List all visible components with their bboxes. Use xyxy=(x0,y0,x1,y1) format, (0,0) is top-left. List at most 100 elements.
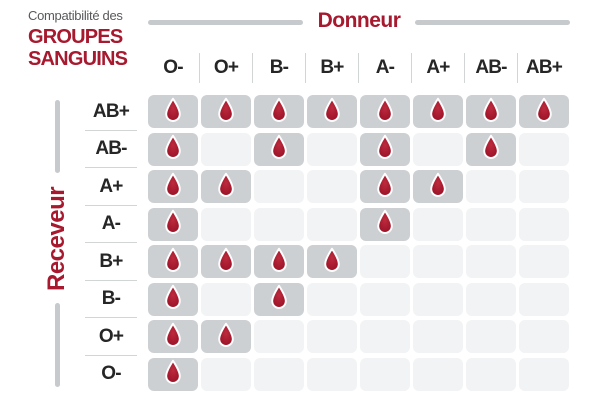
blood-drop-icon xyxy=(536,97,552,122)
cell-ab-pos-b-pos xyxy=(307,95,357,128)
cell-ab-pos-ab-neg xyxy=(466,95,516,128)
row-label-b-neg: B- xyxy=(85,283,137,319)
cell-b-neg-b-pos xyxy=(307,282,357,316)
blood-drop-icon xyxy=(271,97,287,122)
blood-drop-icon xyxy=(377,209,393,234)
cell-a-neg-a-pos xyxy=(413,207,463,241)
cell-b-neg-a-pos xyxy=(413,282,463,316)
title-line-groupes: GROUPES xyxy=(28,26,123,48)
cell-a-neg-o-pos xyxy=(201,207,251,241)
cell-b-pos-b-pos xyxy=(307,245,357,278)
cell-o-pos-ab-pos xyxy=(519,320,569,353)
blood-drop-icon xyxy=(430,172,446,197)
blood-drop-icon xyxy=(483,134,499,159)
blood-drop-icon xyxy=(324,97,340,122)
cell-o-neg-ab-neg xyxy=(466,357,516,391)
column-header-a-pos: A+ xyxy=(410,50,463,86)
cell-a-pos-b-pos xyxy=(307,170,357,203)
cell-a-neg-b-neg xyxy=(254,207,304,241)
cell-ab-neg-o-pos xyxy=(201,132,251,166)
blood-drop-icon xyxy=(377,172,393,197)
cell-ab-pos-b-neg xyxy=(254,95,304,128)
row-label-ab-neg: AB- xyxy=(85,133,137,169)
cell-b-neg-o-neg xyxy=(148,282,198,316)
cell-a-pos-b-neg xyxy=(254,170,304,203)
cell-o-neg-o-neg xyxy=(148,357,198,391)
cell-o-neg-a-pos xyxy=(413,357,463,391)
column-header-b-pos: B+ xyxy=(304,50,357,86)
cell-a-pos-a-pos xyxy=(413,170,463,203)
receiver-axis-label: Receveur xyxy=(43,186,70,292)
blood-drop-icon xyxy=(165,172,181,197)
cell-o-pos-b-pos xyxy=(307,320,357,353)
cell-a-pos-ab-neg xyxy=(466,170,516,203)
cell-ab-neg-ab-pos xyxy=(519,132,569,166)
blood-drop-icon xyxy=(218,247,234,272)
compatibility-grid xyxy=(148,95,569,391)
column-header-o-pos: O+ xyxy=(198,50,251,86)
receiver-axis-line-top xyxy=(55,100,60,173)
blood-drop-icon xyxy=(165,247,181,272)
cell-b-neg-ab-pos xyxy=(519,282,569,316)
cell-b-neg-o-pos xyxy=(201,282,251,316)
blood-drop-icon xyxy=(324,247,340,272)
blood-drop-icon xyxy=(377,97,393,122)
row-label-o-neg: O- xyxy=(101,363,121,384)
cell-o-neg-b-neg xyxy=(254,357,304,391)
donor-axis-label: Donneur xyxy=(317,9,401,32)
cell-ab-pos-o-neg xyxy=(148,95,198,128)
cell-a-neg-ab-neg xyxy=(466,207,516,241)
row-label-a-pos: A+ xyxy=(85,170,137,206)
cell-o-pos-a-pos xyxy=(413,320,463,353)
chart-title: Compatibilité des GROUPES SANGUINS xyxy=(28,8,128,70)
cell-o-neg-ab-pos xyxy=(519,357,569,391)
row-labels: AB+ AB- A+ A- B+ B- O+ O- xyxy=(85,95,137,391)
cell-o-pos-o-pos xyxy=(201,320,251,353)
blood-drop-icon xyxy=(271,134,287,159)
blood-drop-icon xyxy=(377,134,393,159)
column-header-ab-neg: AB- xyxy=(463,50,516,86)
cell-ab-neg-b-pos xyxy=(307,132,357,166)
blood-drop-icon xyxy=(165,359,181,384)
cell-ab-neg-b-neg xyxy=(254,132,304,166)
column-header-a-neg: A- xyxy=(357,50,410,86)
cell-b-pos-ab-neg xyxy=(466,245,516,278)
cell-a-pos-a-neg xyxy=(360,170,410,203)
title-line-sanguins: SANGUINS xyxy=(28,48,128,70)
cell-ab-pos-a-neg xyxy=(360,95,410,128)
receiver-axis-line-bottom xyxy=(55,303,60,387)
donor-axis-line-right xyxy=(415,20,570,25)
row-label-ab-pos: AB+ xyxy=(85,95,137,131)
blood-drop-icon xyxy=(165,134,181,159)
cell-a-pos-o-neg xyxy=(148,170,198,203)
donor-axis-line-left xyxy=(148,20,303,25)
blood-drop-icon xyxy=(165,284,181,309)
cell-ab-neg-a-pos xyxy=(413,132,463,166)
cell-ab-pos-o-pos xyxy=(201,95,251,128)
cell-o-neg-o-pos xyxy=(201,357,251,391)
cell-o-pos-a-neg xyxy=(360,320,410,353)
blood-drop-icon xyxy=(165,209,181,234)
cell-a-neg-o-neg xyxy=(148,207,198,241)
title-eyebrow: Compatibilité des xyxy=(28,8,123,23)
cell-a-neg-ab-pos xyxy=(519,207,569,241)
column-header-b-neg: B- xyxy=(251,50,304,86)
blood-drop-icon xyxy=(430,97,446,122)
cell-ab-neg-a-neg xyxy=(360,132,410,166)
blood-drop-icon xyxy=(483,97,499,122)
row-label-a-neg: A- xyxy=(85,208,137,244)
blood-drop-icon xyxy=(218,97,234,122)
cell-a-neg-b-pos xyxy=(307,207,357,241)
column-headers: O- O+ B- B+ A- A+ AB- AB+ xyxy=(148,50,569,86)
cell-b-pos-b-neg xyxy=(254,245,304,278)
cell-a-neg-a-neg xyxy=(360,207,410,241)
cell-b-pos-ab-pos xyxy=(519,245,569,278)
cell-b-pos-o-neg xyxy=(148,245,198,278)
cell-ab-pos-a-pos xyxy=(413,95,463,128)
cell-o-pos-b-neg xyxy=(254,320,304,353)
cell-b-neg-a-neg xyxy=(360,282,410,316)
column-header-ab-pos: AB+ xyxy=(516,50,569,86)
cell-ab-pos-ab-pos xyxy=(519,95,569,128)
cell-o-pos-ab-neg xyxy=(466,320,516,353)
